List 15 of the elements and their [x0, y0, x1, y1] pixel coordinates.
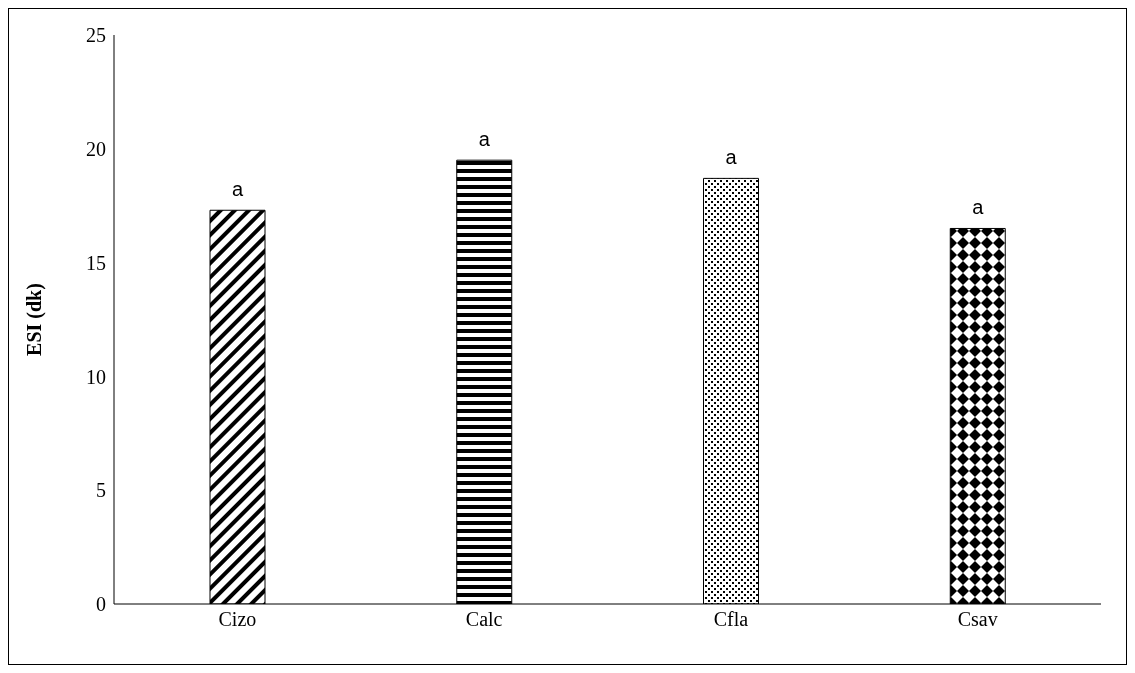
y-tick-label: 20: [86, 137, 106, 160]
x-tick-label: Cizo: [218, 608, 257, 631]
annotation: a: [725, 146, 738, 169]
annotation: a: [478, 128, 491, 151]
x-tick-label: Csav: [957, 608, 998, 631]
y-tick-label: 0: [96, 593, 106, 616]
x-tick-label: Cfla: [713, 608, 749, 631]
y-axis-title: ESI (dk): [23, 283, 47, 356]
x-tick-label: Calc: [465, 608, 503, 631]
y-tick-label: 5: [96, 479, 106, 502]
y-tick-label: 10: [86, 365, 106, 388]
annotation: a: [972, 196, 985, 219]
y-tick-label: 15: [86, 251, 106, 274]
y-tick-label: 25: [86, 24, 106, 47]
annotation: a: [231, 178, 244, 201]
